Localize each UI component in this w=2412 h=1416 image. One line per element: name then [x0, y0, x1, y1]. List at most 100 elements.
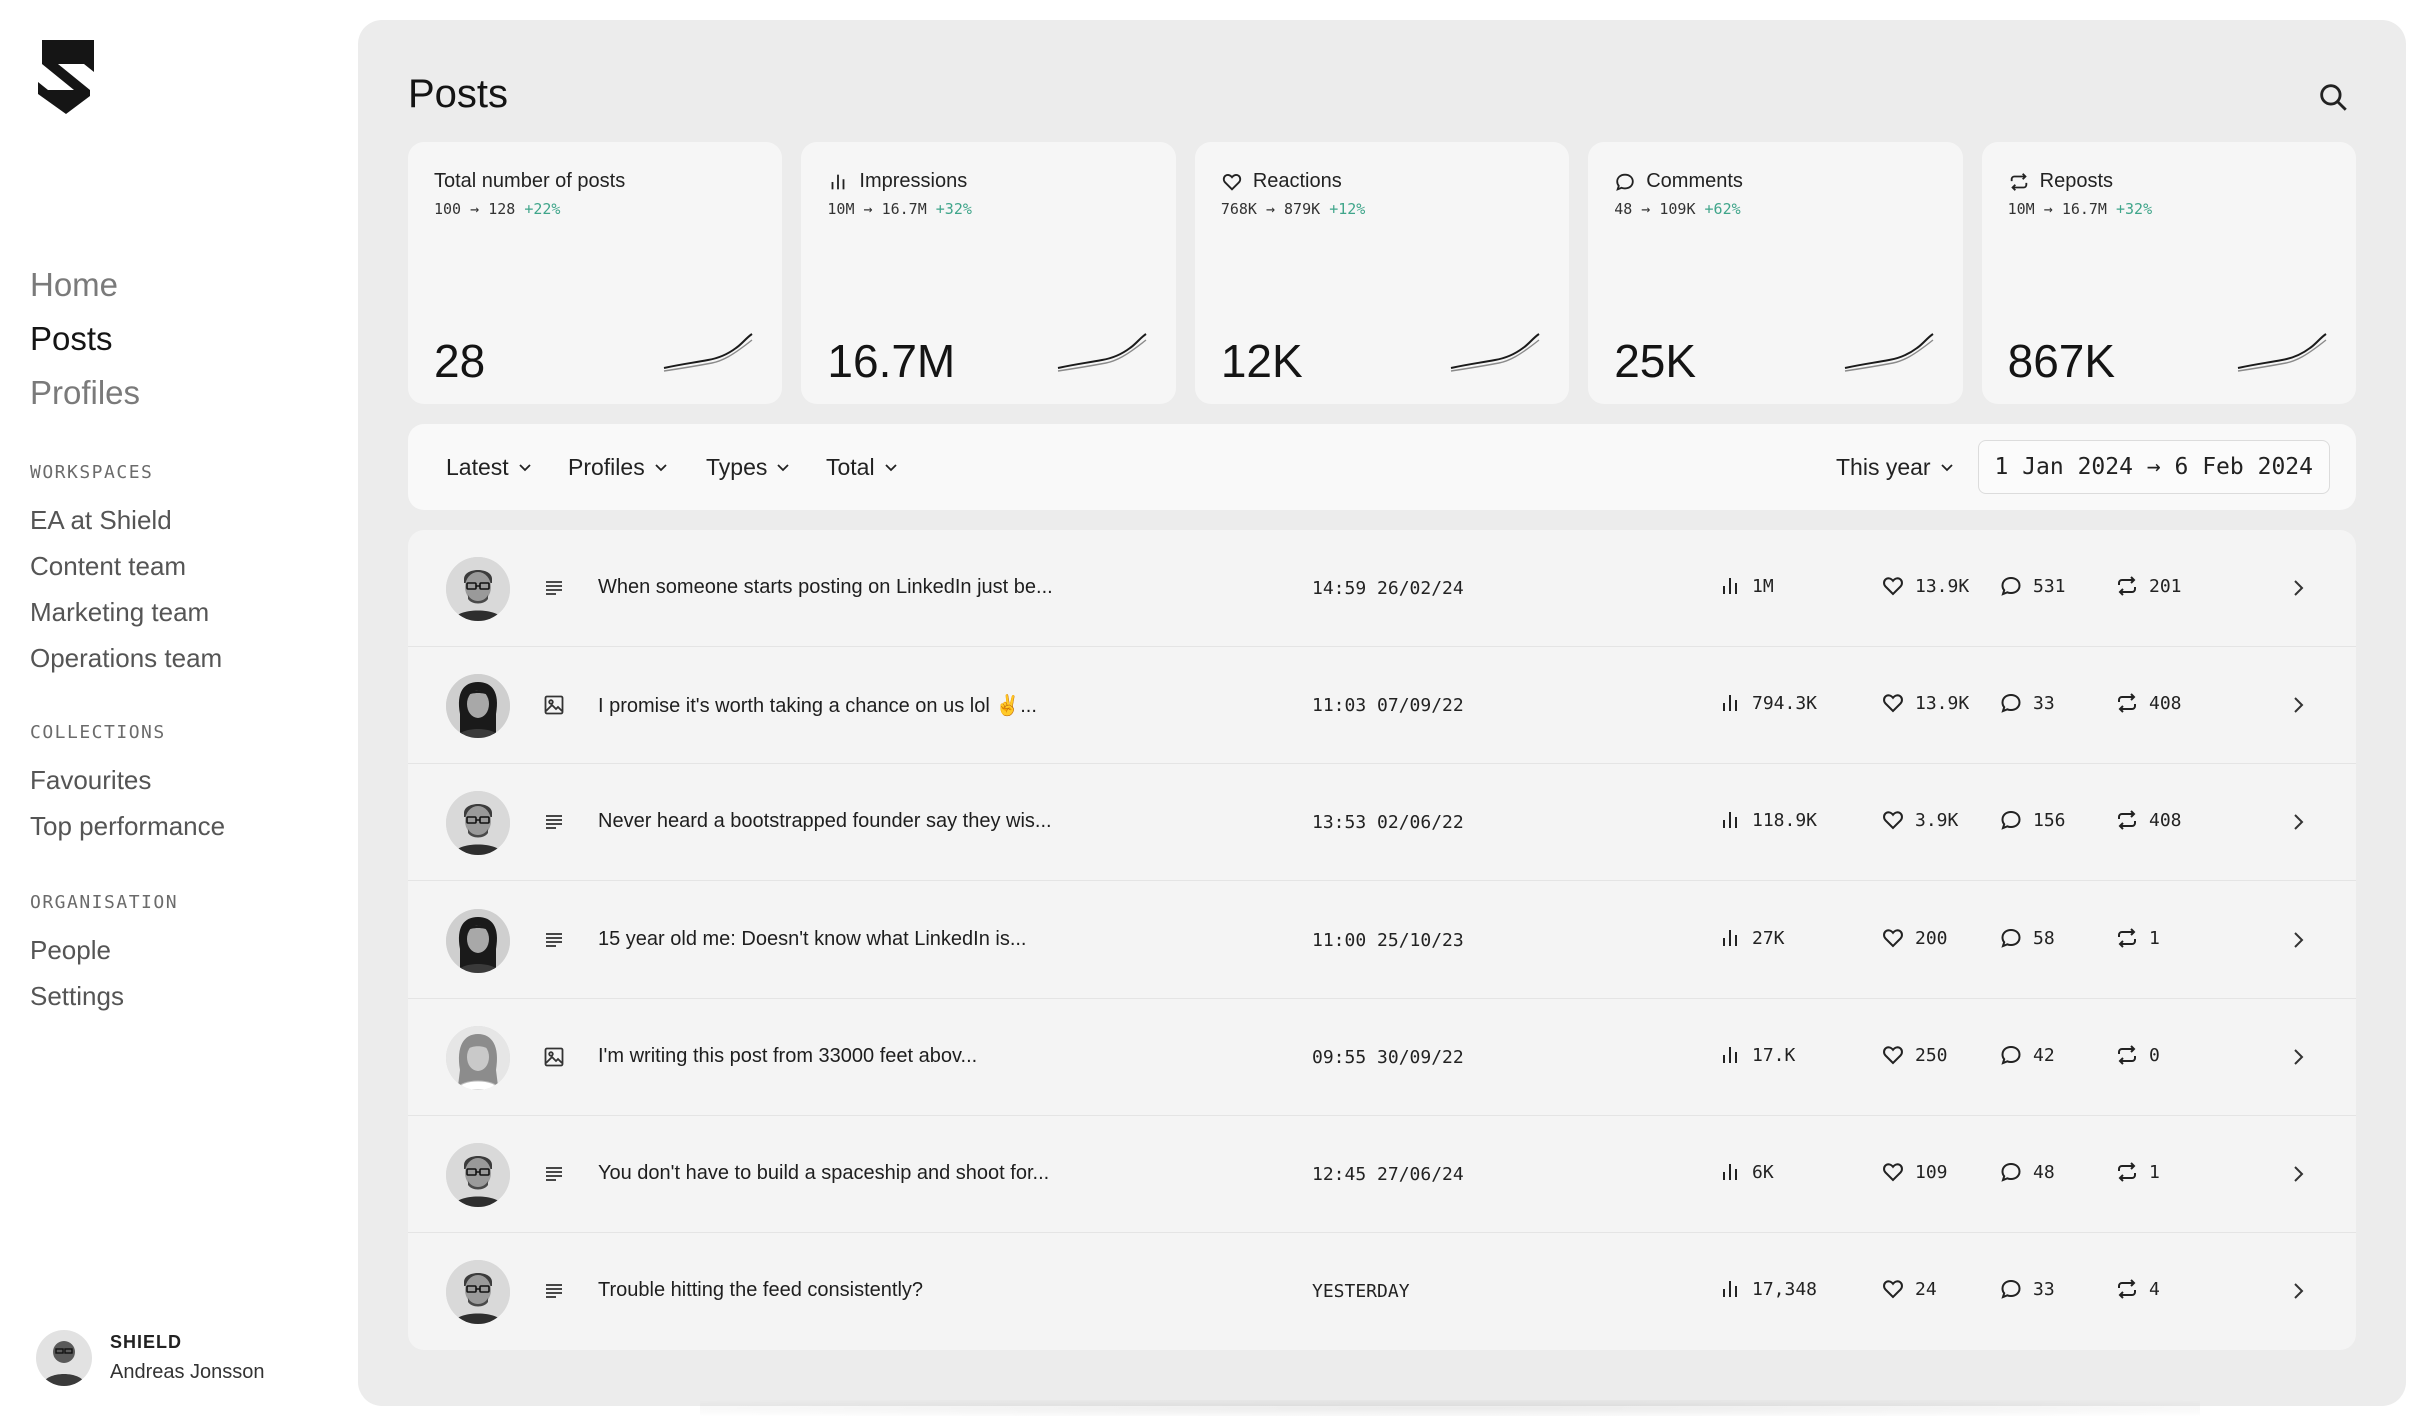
card-reactions[interactable]: Reactions 768K → 879K +12% 12K	[1194, 142, 1570, 404]
post-row[interactable]: When someone starts posting on LinkedIn …	[408, 530, 2356, 647]
card-title: Reactions	[1252, 170, 1342, 192]
nav-profiles[interactable]: Profiles	[30, 374, 141, 411]
chevron-down-icon	[884, 464, 897, 472]
post-impressions: 17,348	[1718, 1277, 1817, 1301]
comment-icon	[2001, 1045, 2021, 1065]
post-text: 15 year old me: Doesn't know what Linked…	[598, 928, 1027, 950]
reposts-value: 4	[2149, 1278, 2160, 1300]
bar-chart-icon	[1723, 578, 1737, 594]
impressions-value: 118.9K	[1752, 809, 1818, 831]
workspace-ea-at-shield[interactable]: EA at Shield	[30, 505, 172, 535]
post-text: Trouble hitting the feed consistently?	[598, 1279, 924, 1301]
collection-top-performance[interactable]: Top performance	[30, 811, 226, 841]
types-dropdown[interactable]: Types	[706, 424, 791, 510]
period-label: This year	[1836, 453, 1931, 480]
page-title: Posts	[408, 72, 509, 116]
impressions-value: 6K	[1752, 1161, 1774, 1183]
post-row[interactable]: I promise it's worth taking a chance on …	[408, 647, 2356, 764]
profiles-dropdown[interactable]: Profiles	[568, 424, 669, 510]
impressions-value: 1M	[1752, 575, 1774, 597]
reposts-value: 0	[2149, 1044, 2160, 1066]
main-nav: Home Posts Profiles	[30, 258, 140, 420]
chevron-right-icon[interactable]	[2286, 576, 2310, 600]
heart-icon	[1883, 694, 1903, 713]
post-comments: 33	[1999, 691, 2055, 715]
text-icon	[542, 576, 566, 600]
post-comments: 42	[1999, 1043, 2055, 1067]
sparkline-icon	[664, 333, 753, 372]
post-reposts: 1	[2115, 926, 2160, 950]
heart-icon	[1883, 811, 1903, 830]
card-comments[interactable]: Comments 48 → 109K +62% 25K	[1588, 142, 1963, 404]
workspace-content-team[interactable]: Content team	[30, 551, 187, 581]
org-people[interactable]: People	[30, 935, 111, 965]
nav-posts[interactable]: Posts	[30, 320, 113, 357]
chevron-right-icon[interactable]	[2286, 693, 2310, 717]
search-icon[interactable]	[2316, 80, 2350, 114]
collection-favourites[interactable]: Favourites	[30, 765, 152, 795]
author-avatar[interactable]	[446, 674, 510, 738]
chevron-right-icon[interactable]	[2286, 1045, 2310, 1069]
author-avatar[interactable]	[446, 557, 510, 621]
comment-icon	[2001, 928, 2021, 948]
sort-label: Latest	[446, 453, 509, 480]
post-comments: 156	[1999, 808, 2066, 832]
post-reactions: 24	[1881, 1277, 1937, 1301]
workspace-marketing-team[interactable]: Marketing team	[30, 597, 210, 627]
author-avatar[interactable]	[446, 909, 510, 973]
author-avatar[interactable]	[446, 1143, 510, 1207]
user-avatar[interactable]	[36, 1330, 92, 1386]
post-date: 09:55 30/09/22	[1312, 1047, 1464, 1068]
period-dropdown[interactable]: This year	[1836, 424, 1955, 510]
post-row[interactable]: Never heard a bootstrapped founder say t…	[408, 764, 2356, 881]
card-impressions[interactable]: Impressions 10M → 16.7M +32% 16.7M	[801, 142, 1176, 404]
chevron-right-icon[interactable]	[2286, 1162, 2310, 1186]
impressions-value: 17,348	[1752, 1278, 1818, 1300]
card-total-posts[interactable]: Total number of posts 100 → 128 +22% 28	[408, 142, 783, 404]
author-avatar[interactable]	[446, 791, 510, 855]
post-text: Never heard a bootstrapped founder say t…	[598, 810, 1052, 832]
sort-dropdown[interactable]: Latest	[446, 424, 533, 510]
bar-chart-icon	[1723, 695, 1737, 711]
main-panel: Posts Total number of posts 100 → 128 +2…	[358, 20, 2406, 1406]
reactions-value: 3.9K	[1915, 809, 1959, 831]
org-settings[interactable]: Settings	[30, 981, 124, 1011]
organisation-section: ORGANISATION People Settings	[30, 892, 178, 1019]
user-org: SHIELD	[110, 1332, 183, 1352]
post-row[interactable]: I'm writing this post from 33000 feet ab…	[408, 999, 2356, 1116]
post-row[interactable]: 15 year old me: Doesn't know what Linked…	[408, 882, 2356, 999]
impressions-value: 17.K	[1752, 1044, 1796, 1066]
metric-dropdown[interactable]: Total	[826, 424, 899, 510]
chevron-right-icon[interactable]	[2286, 928, 2310, 952]
reactions-value: 109	[1915, 1161, 1948, 1183]
repost-icon	[2118, 810, 2136, 830]
chevron-down-icon	[1940, 464, 1953, 472]
workspace-operations-team[interactable]: Operations team	[30, 643, 223, 673]
date-range-picker[interactable]: 1 Jan 2024 → 6 Feb 2024	[1977, 440, 2330, 494]
card-value: 16.7M	[827, 335, 956, 387]
comment-icon	[2001, 693, 2021, 713]
post-row[interactable]: You don't have to build a spaceship and …	[408, 1116, 2356, 1233]
reposts-value: 1	[2149, 1161, 2160, 1183]
author-avatar[interactable]	[446, 1260, 510, 1324]
post-reactions: 3.9K	[1881, 808, 1958, 832]
heart-icon	[1883, 1046, 1903, 1065]
post-date: 11:00 25/10/23	[1312, 930, 1464, 951]
author-avatar[interactable]	[446, 1026, 510, 1090]
sparkline-icon	[1057, 333, 1147, 372]
post-reactions: 13.9K	[1881, 574, 1969, 598]
panel-shadow	[700, 1400, 2200, 1416]
card-reposts[interactable]: Reposts 10M → 16.7M +32% 867K	[1981, 142, 2357, 404]
post-date: 13:53 02/06/22	[1312, 812, 1464, 833]
post-row[interactable]: Trouble hitting the feed consistently? YE…	[408, 1233, 2356, 1350]
image-icon	[542, 693, 566, 717]
reposts-value: 408	[2149, 692, 2182, 714]
heart-icon	[1222, 173, 1241, 191]
repost-icon	[2118, 1162, 2136, 1182]
chevron-right-icon[interactable]	[2286, 1279, 2310, 1303]
chevron-right-icon[interactable]	[2286, 810, 2310, 834]
post-impressions: 17.K	[1718, 1043, 1795, 1067]
shield-logo-icon[interactable]	[36, 38, 96, 116]
nav-home[interactable]: Home	[30, 266, 119, 303]
user-profile[interactable]: SHIELD Andreas Jonsson	[36, 1330, 265, 1386]
